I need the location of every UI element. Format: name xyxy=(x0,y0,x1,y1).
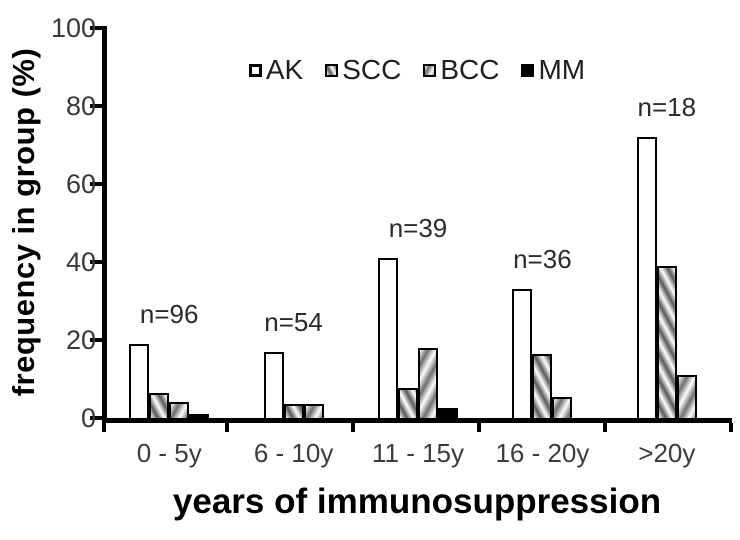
y-axis-tick xyxy=(90,182,102,186)
y-tick-label: 20 xyxy=(65,325,96,355)
y-tick-label: 80 xyxy=(65,91,96,121)
y-axis-tick xyxy=(90,104,102,108)
x-category-labels: 0 - 5y 6 - 10y 11 - 15y 16 - 20y >20y xyxy=(107,438,729,469)
bar-bcc xyxy=(676,375,697,418)
bcc-hatched-square-icon xyxy=(423,63,437,77)
scc-hatched-square-icon xyxy=(325,63,339,77)
x-axis-line xyxy=(102,418,732,423)
n-annotation: n=18 xyxy=(637,92,697,123)
y-axis-line xyxy=(102,26,107,423)
bar-ak xyxy=(377,258,398,418)
legend-item-ak: AK xyxy=(248,54,304,86)
y-axis-tick xyxy=(90,26,102,30)
bar-group-0 - 5y: n=96 xyxy=(107,28,231,418)
x-axis-tick xyxy=(351,423,355,432)
y-axis-tick xyxy=(90,338,102,342)
bar-bcc xyxy=(303,403,324,418)
y-tick-label: 100 xyxy=(50,13,96,43)
bar-group-6 - 10y: n=54 xyxy=(231,28,355,418)
legend-item-bcc: BCC xyxy=(423,54,499,86)
bar-cluster xyxy=(512,289,573,418)
x-category-label: 0 - 5y xyxy=(136,438,202,468)
legend-label-bcc: BCC xyxy=(440,54,500,85)
bar-ak xyxy=(129,343,150,418)
n-annotation: n=96 xyxy=(139,298,199,329)
bar-cluster xyxy=(377,258,458,418)
x-axis-tick xyxy=(477,423,481,432)
x-category-label: 16 - 20y xyxy=(495,438,590,468)
y-tick-label: 0 xyxy=(80,403,96,433)
bar-cluster xyxy=(636,137,697,418)
bar-group-11 - 15y: n=39 xyxy=(356,28,480,418)
bar-mm xyxy=(189,414,210,418)
mm-solid-square-icon xyxy=(521,63,535,77)
bar-group-16 - 20y: n=36 xyxy=(480,28,604,418)
bar-scc xyxy=(656,265,677,418)
bar-ak xyxy=(512,289,533,418)
bar-ak xyxy=(636,137,657,418)
n-annotation: n=39 xyxy=(388,213,448,244)
x-axis-tick xyxy=(603,423,607,432)
y-tick-label: 60 xyxy=(65,169,96,199)
x-category-label: 11 - 15y xyxy=(372,438,465,468)
bar-scc xyxy=(532,353,553,418)
legend: AK SCC BCC MM xyxy=(102,54,732,86)
y-axis-tick xyxy=(90,416,102,420)
bar-cluster xyxy=(129,343,210,418)
n-annotation: n=36 xyxy=(513,244,572,275)
x-axis-tick xyxy=(225,423,229,432)
bar-scc xyxy=(397,387,418,418)
x-category-label: >20y xyxy=(638,438,696,468)
bar-bcc xyxy=(169,402,190,418)
legend-label-scc: SCC xyxy=(342,54,402,85)
bar-bcc xyxy=(417,347,438,418)
y-tick-label: 40 xyxy=(65,247,96,277)
bar-mm xyxy=(437,408,458,418)
bar-cluster xyxy=(263,351,324,418)
bar-ak xyxy=(263,351,284,418)
x-axis-tick xyxy=(729,423,733,432)
legend-item-mm: MM xyxy=(521,54,585,86)
bar-scc xyxy=(283,403,304,418)
legend-label-mm: MM xyxy=(538,54,586,85)
x-category-label: 6 - 10y xyxy=(253,438,334,468)
legend-label-ak: AK xyxy=(265,54,304,85)
y-axis-tick xyxy=(90,260,102,264)
bar-bcc xyxy=(552,396,573,418)
legend-item-scc: SCC xyxy=(325,54,401,86)
bar-group->20y: n=18 xyxy=(605,28,729,418)
x-axis-tick xyxy=(102,423,106,432)
n-annotation: n=54 xyxy=(264,306,323,337)
bar-scc xyxy=(149,392,170,418)
ak-open-square-icon xyxy=(248,63,262,77)
plot-area: n=96 n=54 n=39 n=36 n=18 xyxy=(107,28,729,418)
x-axis-title: years of immunosuppression xyxy=(172,482,662,521)
